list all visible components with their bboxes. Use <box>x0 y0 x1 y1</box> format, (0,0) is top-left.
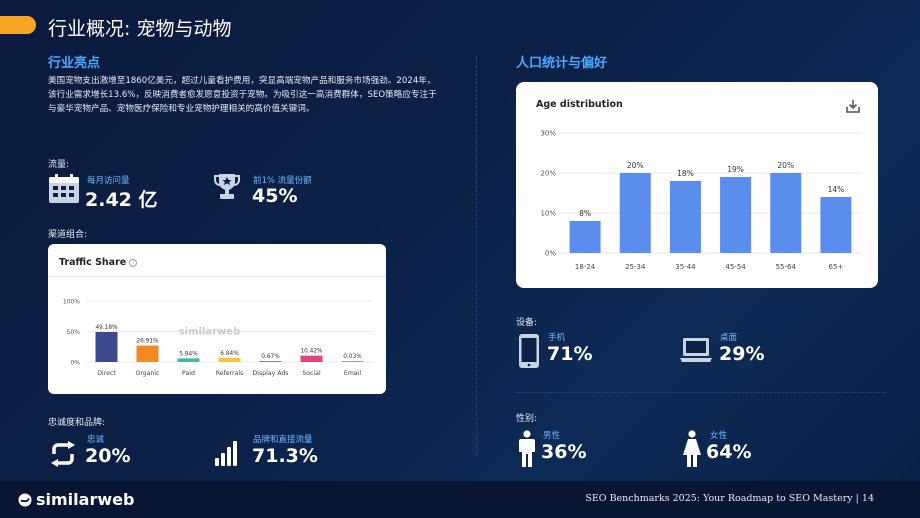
data-label: 0.67% <box>261 354 280 360</box>
traffic-share-title: Traffic Share i <box>59 257 138 268</box>
x-tick-label: 25-34 <box>625 263 646 271</box>
male-label: 男性 <box>543 431 561 441</box>
highlights-title: 行业亮点 <box>48 56 101 71</box>
top-share-value: 45% <box>252 185 298 207</box>
loyalty-label: 忠诚 <box>87 435 105 445</box>
gender-label: 性别: <box>516 414 538 424</box>
x-tick-label: Social <box>302 370 321 377</box>
trophy-icon <box>214 172 240 206</box>
y-tick-label: 20% <box>540 170 556 178</box>
age-distribution-card: Age distribution 0% 10% 20% 30% 8% 18-24 20% 25… <box>516 82 878 288</box>
x-tick-label: Display Ads <box>252 370 288 377</box>
card-divider <box>48 276 386 277</box>
devices-label: 设备: <box>516 318 538 328</box>
x-tick-label: 35-44 <box>675 263 696 271</box>
footer-page-text: SEO Benchmarks 2025: Your Roadmap to SEO… <box>585 493 874 504</box>
bar <box>820 197 852 253</box>
male-value: 36% <box>541 441 587 463</box>
bar <box>218 357 241 362</box>
refresh-icon <box>49 441 77 471</box>
accent-bar <box>0 16 36 34</box>
data-label: 26.91% <box>136 339 159 345</box>
data-label: 6.84% <box>220 351 239 357</box>
bar <box>259 361 282 362</box>
data-label: 20% <box>777 161 794 170</box>
bar <box>770 173 802 253</box>
mobile-value: 71% <box>547 343 593 365</box>
x-tick-label: Paid <box>182 370 195 377</box>
female-value: 64% <box>706 441 752 463</box>
y-tick-label: 10% <box>540 210 556 218</box>
bar <box>95 332 118 362</box>
data-label: 49.18% <box>95 325 118 331</box>
footer: similarweb SEO Benchmarks 2025: Your Roa… <box>0 481 920 518</box>
info-icon: i <box>129 259 138 267</box>
channel-label: 渠道组合: <box>48 230 88 240</box>
y-tick-label: 0% <box>70 360 80 367</box>
monthly-visits-label: 每月访问量 <box>87 176 130 186</box>
monthly-visits-value: 2.42 亿 <box>85 189 158 211</box>
loyalty-section-label: 忠诚度和品牌: <box>48 418 106 428</box>
desktop-value: 29% <box>719 343 765 365</box>
similarweb-logo: similarweb <box>18 490 134 511</box>
data-label: 10.42% <box>300 349 323 355</box>
data-label: 14% <box>828 185 845 194</box>
age-distribution-title: Age distribution <box>536 99 623 110</box>
desktop-label: 桌面 <box>720 333 738 343</box>
traffic-label: 流量: <box>48 160 70 170</box>
data-label: 19% <box>727 165 744 174</box>
bar <box>177 358 200 362</box>
bar <box>569 221 601 253</box>
y-tick-label: 30% <box>540 130 556 138</box>
mobile-label: 手机 <box>548 333 566 343</box>
mobile-phone-icon <box>518 333 540 373</box>
y-tick-label: 50% <box>67 329 81 336</box>
x-tick-label: 55-64 <box>776 263 797 271</box>
data-label: 20% <box>627 161 644 170</box>
x-tick-label: Organic <box>135 370 160 377</box>
brand-direct-value: 71.3% <box>252 445 318 467</box>
bar <box>341 361 364 362</box>
traffic-share-chart: 0% 50% 100% similarweb 49.18% Direct 26.91% Org… <box>63 299 373 377</box>
signal-bars-icon <box>214 440 238 470</box>
watermark: similarweb <box>179 327 241 338</box>
x-tick-label: Referrals <box>216 370 244 377</box>
brand-direct-label: 品牌和直接流量 <box>253 435 313 445</box>
y-tick-label: 100% <box>63 299 80 306</box>
x-tick-label: Email <box>344 370 361 377</box>
data-label: 0.03% <box>343 354 362 360</box>
data-label: 18% <box>677 169 694 178</box>
y-tick-label: 0% <box>545 250 556 258</box>
x-tick-label: Direct <box>97 370 116 377</box>
age-distribution-chart: 0% 10% 20% 30% 8% 18-24 20% 25-34 18% 35-44 19% 45-… <box>540 130 861 271</box>
highlights-text: 美国宠物支出激增至1860亿美元，超过儿童看护费用，突显高端宠物产品和服务市场强… <box>48 76 437 114</box>
similarweb-logo-icon <box>18 492 32 511</box>
data-label: 8% <box>579 209 591 218</box>
calendar-icon <box>48 174 80 208</box>
desktop-laptop-icon <box>680 337 712 367</box>
x-tick-label: 18-24 <box>575 263 596 271</box>
row-divider <box>516 392 886 393</box>
bar <box>720 177 752 253</box>
female-label: 女性 <box>710 431 728 441</box>
x-tick-label: 45-54 <box>725 263 746 271</box>
bar <box>136 345 159 362</box>
download-icon[interactable] <box>846 98 860 117</box>
male-icon <box>518 430 536 472</box>
bar <box>300 355 323 362</box>
demographics-title: 人口统计与偏好 <box>516 56 608 71</box>
column-divider <box>476 56 477 456</box>
female-icon <box>682 430 702 472</box>
top-share-label: 前1% 流量份额 <box>253 176 312 186</box>
data-label: 5.94% <box>179 351 198 357</box>
page-title: 行业概况: 宠物与动物 <box>48 18 232 40</box>
traffic-share-card: Traffic Share i 0% 50% 100% similarweb 49.18%… <box>48 244 386 394</box>
x-tick-label: 65+ <box>829 263 844 271</box>
bar <box>619 173 651 253</box>
bar <box>669 181 701 253</box>
loyalty-value: 20% <box>85 445 131 467</box>
